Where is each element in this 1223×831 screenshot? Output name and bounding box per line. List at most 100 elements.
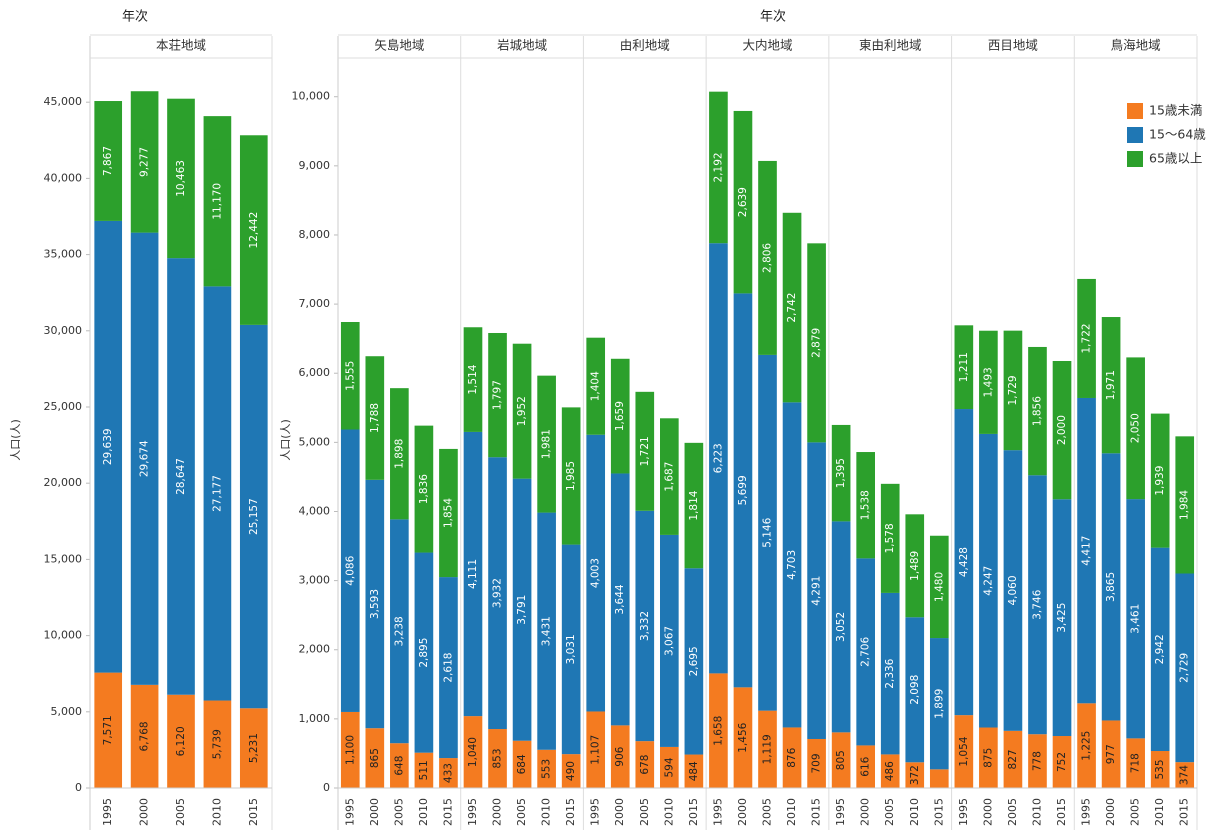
value-label: 1,456 <box>737 722 749 752</box>
value-label: 1,836 <box>418 474 430 504</box>
value-label: 1,395 <box>835 458 847 488</box>
value-label: 3,431 <box>541 616 553 646</box>
x-tick-label: 2000 <box>1104 798 1117 826</box>
bar-segment <box>635 510 655 742</box>
bar-segment <box>733 110 753 294</box>
bar-segment <box>130 684 159 788</box>
x-tick-label: 1995 <box>466 798 479 826</box>
bar-segment <box>1150 751 1170 788</box>
bar-segment <box>979 330 998 434</box>
value-label: 3,238 <box>393 616 405 646</box>
value-label: 27,177 <box>211 475 223 512</box>
value-label: 2,729 <box>1179 653 1191 683</box>
value-label: 1,952 <box>516 396 528 426</box>
y-tick-label: 25,000 <box>44 400 83 413</box>
bar-segment <box>537 375 556 513</box>
bar-segment <box>537 749 556 788</box>
value-label: 1,480 <box>933 572 945 602</box>
value-label: 511 <box>418 760 430 780</box>
x-tick-label: 2000 <box>613 798 626 826</box>
x-tick-label: 2010 <box>210 798 223 826</box>
bar-segment <box>586 337 606 435</box>
value-label: 778 <box>1031 751 1043 771</box>
bar-segment <box>390 519 409 744</box>
value-label: 1,107 <box>590 735 602 765</box>
x-tick-label: 2000 <box>138 798 151 826</box>
value-label: 2,618 <box>442 653 454 683</box>
value-label: 1,100 <box>344 735 356 765</box>
legend-swatch <box>1127 151 1143 167</box>
bar-segment <box>239 135 268 325</box>
value-label: 12,442 <box>248 212 260 249</box>
bar-segment <box>979 727 998 788</box>
x-tick-label: 2005 <box>883 798 896 826</box>
facet-title: 西目地域 <box>988 38 1038 53</box>
value-label: 1,788 <box>369 403 381 433</box>
bar-segment <box>709 91 728 244</box>
value-label: 1,211 <box>958 352 970 382</box>
value-label: 594 <box>663 757 675 777</box>
x-tick-label: 1995 <box>343 798 356 826</box>
value-label: 28,647 <box>175 458 187 495</box>
value-label: 4,086 <box>344 555 356 585</box>
value-label: 1,722 <box>1081 323 1093 353</box>
value-label: 2,706 <box>860 637 872 667</box>
x-tick-label: 2005 <box>1129 798 1142 826</box>
value-label: 752 <box>1056 752 1068 772</box>
y-tick-label: 3,000 <box>299 574 331 587</box>
bar-segment <box>979 433 998 728</box>
value-label: 2,879 <box>811 328 823 358</box>
bar-segment <box>414 752 434 788</box>
bar-segment <box>610 358 630 474</box>
value-label: 1,555 <box>344 361 356 391</box>
bar-segment <box>1003 730 1023 788</box>
value-label: 1,040 <box>467 737 479 767</box>
value-label: 3,593 <box>369 589 381 619</box>
value-label: 678 <box>639 755 651 775</box>
value-label: 2,695 <box>688 646 700 676</box>
y-tick-label: 5,000 <box>51 705 83 718</box>
y-tick-label: 5,000 <box>299 435 331 448</box>
x-tick-label: 2010 <box>417 798 430 826</box>
x-tick-label: 2015 <box>932 798 945 826</box>
value-label: 1,054 <box>958 736 970 766</box>
bar-segment <box>954 325 974 410</box>
value-label: 2,050 <box>1130 413 1142 443</box>
value-label: 29,674 <box>139 440 151 477</box>
value-label: 535 <box>1154 759 1166 779</box>
bar-segment <box>414 552 434 753</box>
bar-segment <box>365 479 385 729</box>
x-tick-label: 2000 <box>491 798 504 826</box>
legend-label: 15〜64歳 <box>1149 127 1206 142</box>
value-label: 865 <box>369 748 381 768</box>
value-label: 3,332 <box>639 611 651 641</box>
x-tick-label: 2000 <box>368 798 381 826</box>
bar-segment <box>1150 413 1170 548</box>
facet-title: 鳥海地域 <box>1111 38 1161 53</box>
y-tick-label: 7,000 <box>299 297 331 310</box>
bar-segment <box>733 687 753 788</box>
bar-segment <box>1077 703 1096 788</box>
facet-title: 矢島地域 <box>374 38 424 53</box>
value-label: 2,098 <box>909 675 921 705</box>
x-tick-label: 2000 <box>981 798 994 826</box>
bar-segment <box>1126 738 1145 788</box>
value-label: 1,659 <box>614 401 626 431</box>
value-label: 1,899 <box>933 689 945 719</box>
bar-segment <box>340 322 360 430</box>
value-label: 3,031 <box>565 634 577 664</box>
bar-segment <box>1028 346 1047 476</box>
bar-segment <box>167 98 195 259</box>
bar-segment <box>561 407 581 545</box>
value-label: 374 <box>1179 765 1191 785</box>
bar-segment <box>758 710 777 788</box>
value-label: 9,277 <box>139 147 151 177</box>
x-tick-label: 2005 <box>761 798 774 826</box>
y-tick-label: 4,000 <box>299 504 331 517</box>
x-header: 年次 <box>122 9 148 25</box>
bar-segment <box>94 672 123 788</box>
bar-segment <box>512 478 532 741</box>
value-label: 684 <box>516 754 528 774</box>
value-label: 3,746 <box>1031 589 1043 619</box>
